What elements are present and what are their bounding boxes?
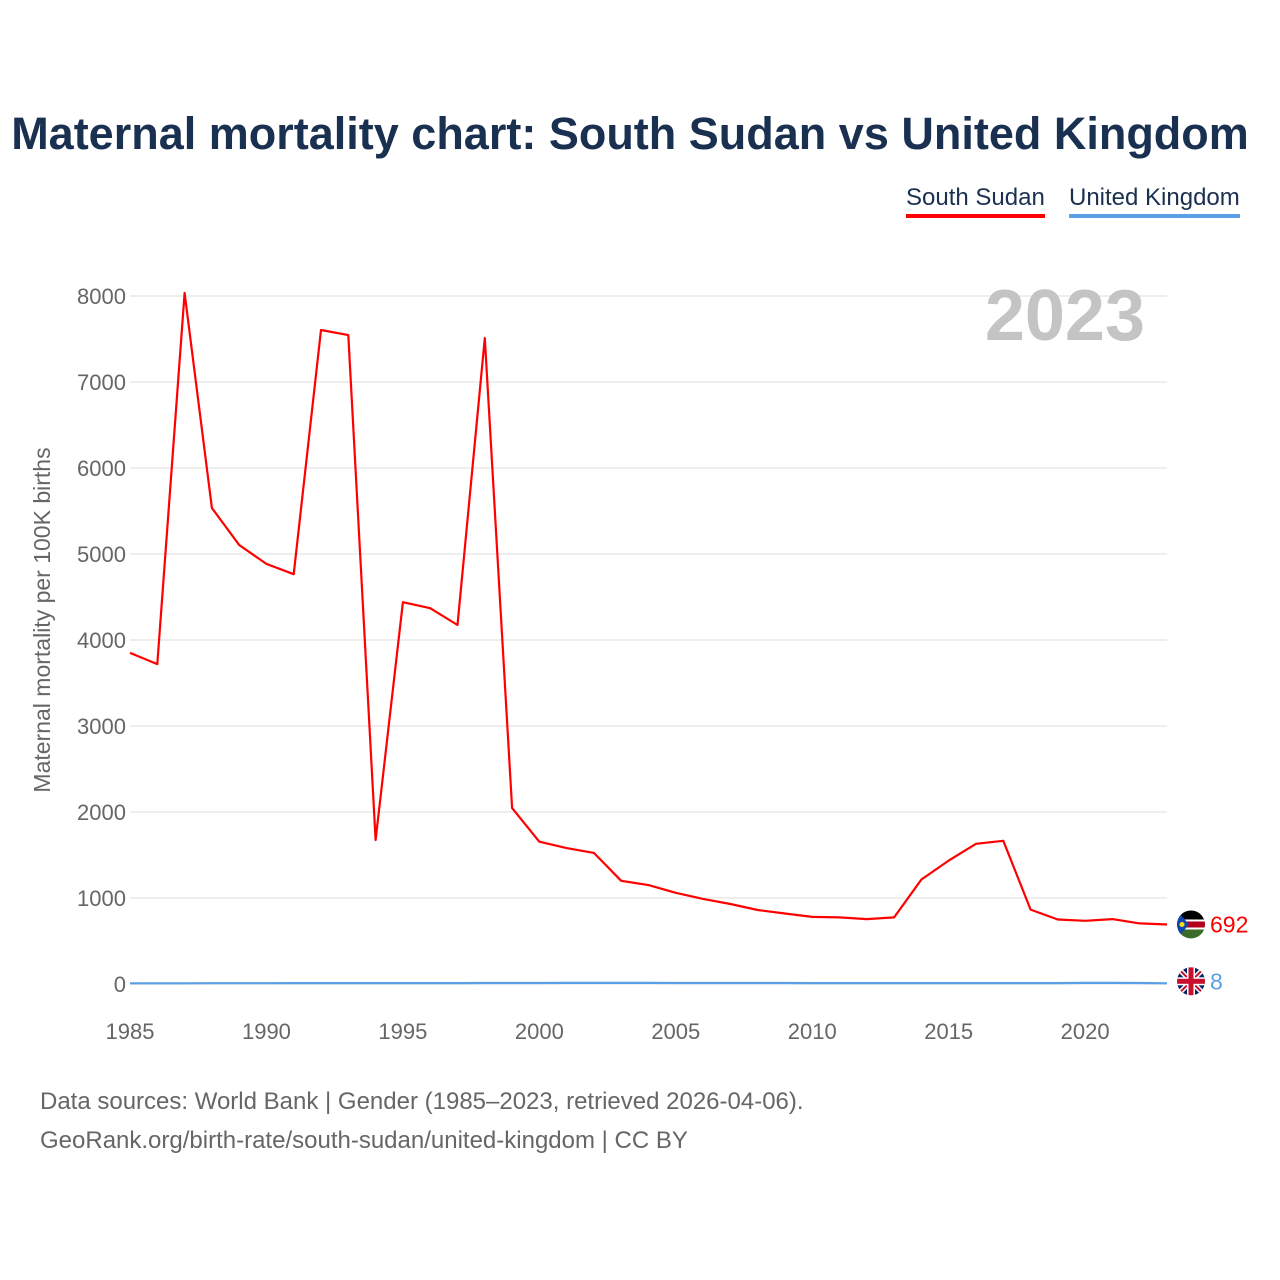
- y-tick-label: 5000: [77, 542, 126, 567]
- y-tick-label: 2000: [77, 800, 126, 825]
- south-sudan-flag-icon: [1177, 910, 1205, 939]
- chart-title: Maternal mortality chart: South Sudan vs…: [11, 108, 1249, 159]
- end-value-label: 8: [1210, 968, 1223, 994]
- y-tick-label: 7000: [77, 370, 126, 395]
- flag-band: [1177, 929, 1205, 939]
- flag: [1177, 910, 1205, 939]
- y-tick-label: 0: [114, 972, 126, 997]
- x-tick-label: 2010: [788, 1019, 837, 1044]
- flag-band: [1177, 910, 1205, 920]
- x-tick-label: 2000: [515, 1019, 564, 1044]
- year-watermark: 2023: [985, 276, 1145, 356]
- series-line-south-sudan: [129, 291, 1168, 926]
- x-tick-label: 2020: [1061, 1019, 1110, 1044]
- y-tick-label: 8000: [77, 284, 126, 309]
- y-tick-label: 3000: [77, 714, 126, 739]
- y-tick-label: 4000: [77, 628, 126, 653]
- flag-cross: [1188, 967, 1194, 996]
- legend-united-kingdom[interactable]: United Kingdom: [1069, 184, 1240, 218]
- x-tick-label: 1985: [106, 1019, 155, 1044]
- end-value-label: 692: [1210, 911, 1248, 937]
- footer-link[interactable]: GeoRank.org/birth-rate/south-sudan/unite…: [40, 1127, 688, 1154]
- flag: [1177, 967, 1205, 996]
- x-tick-label: 1995: [378, 1019, 427, 1044]
- footer-sources: Data sources: World Bank | Gender (1985–…: [40, 1088, 804, 1115]
- flag-band: [1177, 921, 1205, 928]
- x-tick-label: 1990: [242, 1019, 291, 1044]
- y-tick-label: 6000: [77, 456, 126, 481]
- uk-flag-icon: [1177, 967, 1205, 996]
- y-tick-label: 1000: [77, 886, 126, 911]
- x-tick-label: 2005: [651, 1019, 700, 1044]
- flag-star: [1179, 921, 1185, 927]
- y-axis-label: Maternal mortality per 100K births: [29, 447, 55, 792]
- x-tick-label: 2015: [924, 1019, 973, 1044]
- legend-south-sudan[interactable]: South Sudan: [906, 184, 1045, 218]
